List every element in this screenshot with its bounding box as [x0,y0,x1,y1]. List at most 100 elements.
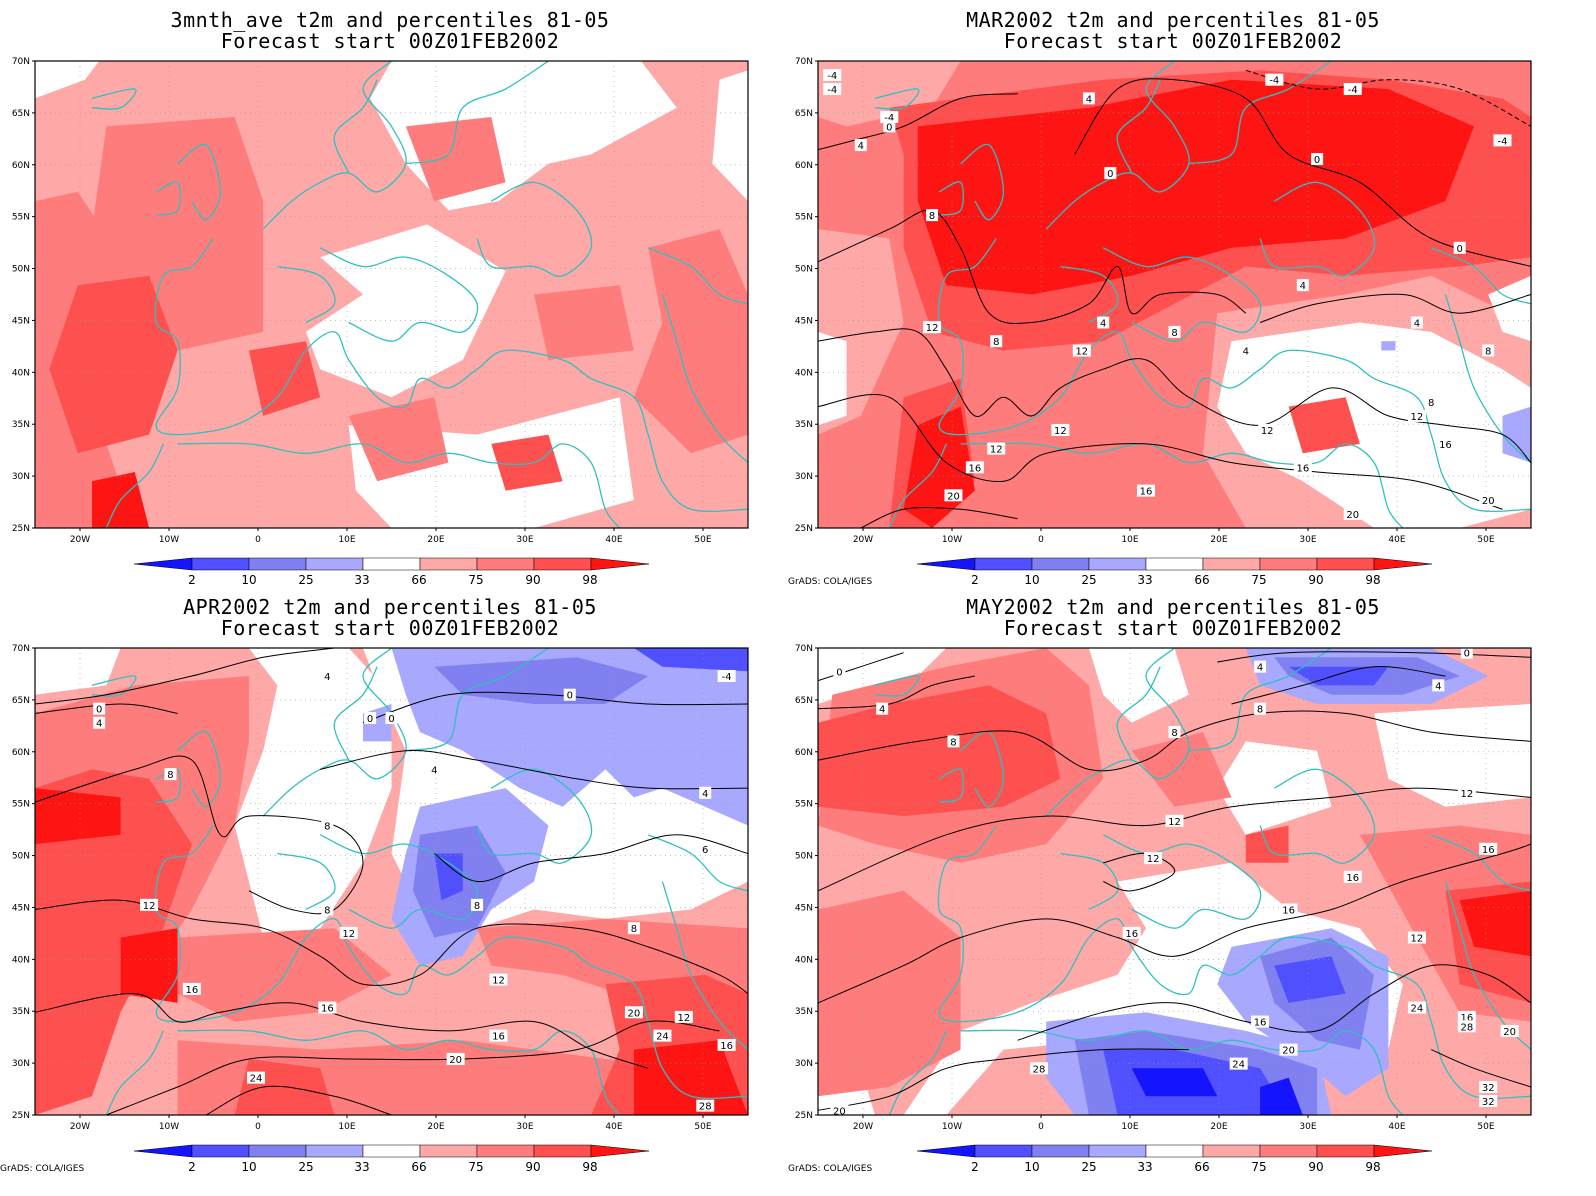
lon-label: 0 [255,1122,261,1132]
coastline [405,648,549,752]
colorbar-arrow-low [916,1144,976,1158]
colorbar-label: 33 [354,1160,369,1174]
temperature-contour [818,393,1503,510]
coastline [105,443,164,528]
plot-frame [817,60,1532,529]
shading-c98 [917,79,1474,295]
colorbar-arrow-low [133,1144,193,1158]
colorbar-label: 90 [525,573,540,587]
lat-label: 35N [12,1007,30,1017]
contour-label-bg [1254,702,1267,715]
contour-label-bg [93,702,106,715]
contour-label-bg [93,716,106,729]
contour-label: 8 [993,337,999,348]
contour-label: 8 [324,906,330,917]
contour-label-bg [1425,395,1438,408]
coastline [647,834,748,892]
contour-label: 16 [1296,463,1309,474]
shading-c90 [491,434,563,491]
lon-label: 30E [516,535,533,545]
colorbar-label: 90 [1308,573,1323,587]
lon-label: 20E [1210,535,1227,545]
colorbar-label: 25 [298,573,313,587]
contour-label-bg [1479,1080,1498,1093]
lon-label: 10W [942,1122,962,1132]
colorbar-label: 98 [1365,573,1380,587]
colorbar-arrow-high [1373,557,1433,571]
lat-label: 60N [795,748,813,758]
coastline [319,834,479,929]
temperature-contour [1103,852,1176,892]
lon-label: 10E [1121,1122,1138,1132]
lon-label: 10E [1121,535,1138,545]
contour-label: 28 [1033,1064,1046,1075]
coastline [333,79,378,174]
contour-label: 24 [656,1032,669,1043]
contour-label-bg [1097,316,1110,329]
lat-label: 45N [795,903,813,913]
contour-label: 16 [1460,1013,1473,1024]
colorbar-arrow-high [1373,1144,1433,1158]
contour-label: 16 [968,463,981,474]
temperature-contour [818,93,1018,151]
contour-label-bg [318,1001,337,1014]
contour-label: 12 [492,976,505,987]
contour-label-bg [1265,73,1284,86]
contour-label: 28 [699,1102,712,1113]
contour-label: -4 [827,71,837,82]
colorbar-swatch [476,557,535,571]
colorbar-swatch [533,1144,592,1158]
temperature-contour [818,1048,1189,1111]
lat-label: 30N [12,1059,30,1069]
contour-label-bg [364,712,377,725]
contour-label-bg [1293,461,1312,474]
colorbar-label: 10 [1024,1160,1039,1174]
contour-label-bg [1122,926,1141,939]
colorbar-swatch [974,1144,1033,1158]
shading-c75 [405,117,506,202]
lon-label: 20E [427,1122,444,1132]
contour-label-bg [923,321,942,334]
colorbar-swatch [362,1144,421,1158]
contour-label-bg [1296,279,1309,292]
shading-c10 [633,648,748,672]
panel-title: 3mnth_ave t2m and percentiles 81-05 [170,8,610,32]
contour-label-bg [1144,852,1163,865]
coastline [938,768,964,803]
shading-c75 [1131,732,1232,807]
contour-label-bg [1165,814,1184,827]
colorbar-swatch [1088,1144,1147,1158]
contour-label-bg [717,1038,736,1051]
shading-c98 [35,788,121,845]
contour-label: 12 [1147,854,1160,865]
colorbar-label: 2 [188,1160,196,1174]
coastline [1430,834,1531,892]
contour-label-bg [1482,344,1495,357]
contour-label: 4 [1435,681,1441,692]
contour-label: 0 [1464,649,1470,660]
contour-label: 12 [1411,934,1424,945]
contour-label: 8 [929,211,935,222]
contour-label-bg [1258,423,1277,436]
contour-label: 16 [1346,873,1359,884]
lat-label: 55N [795,800,813,810]
contour-label-bg [627,922,640,935]
contour-label-bg [1479,842,1498,855]
colorbar-swatch [1316,557,1375,571]
colorbar-swatch [1316,1144,1375,1158]
lat-label: 25N [795,1111,813,1121]
temperature-contour [106,1020,720,1115]
temperature-contour [1074,78,1531,267]
map-plot-area: 0 4 4 4 0 8 8 8 12 12 16 12 16 16 16 12 24 16 16 20 28 20 24 28… [818,648,1531,1115]
contour-label-bg [1072,344,1091,357]
contour-label-bg [321,670,334,683]
coastline [661,881,748,1051]
contour-label-bg [321,819,334,832]
lon-label: 40E [1388,535,1405,545]
panel-subtitle: Forecast start 00Z01FEB2002 [220,616,560,640]
contour-label-bg [696,1099,715,1112]
lat-label: 65N [795,696,813,706]
contour-label: 8 [324,821,330,832]
contour-label: 0 [836,667,842,678]
